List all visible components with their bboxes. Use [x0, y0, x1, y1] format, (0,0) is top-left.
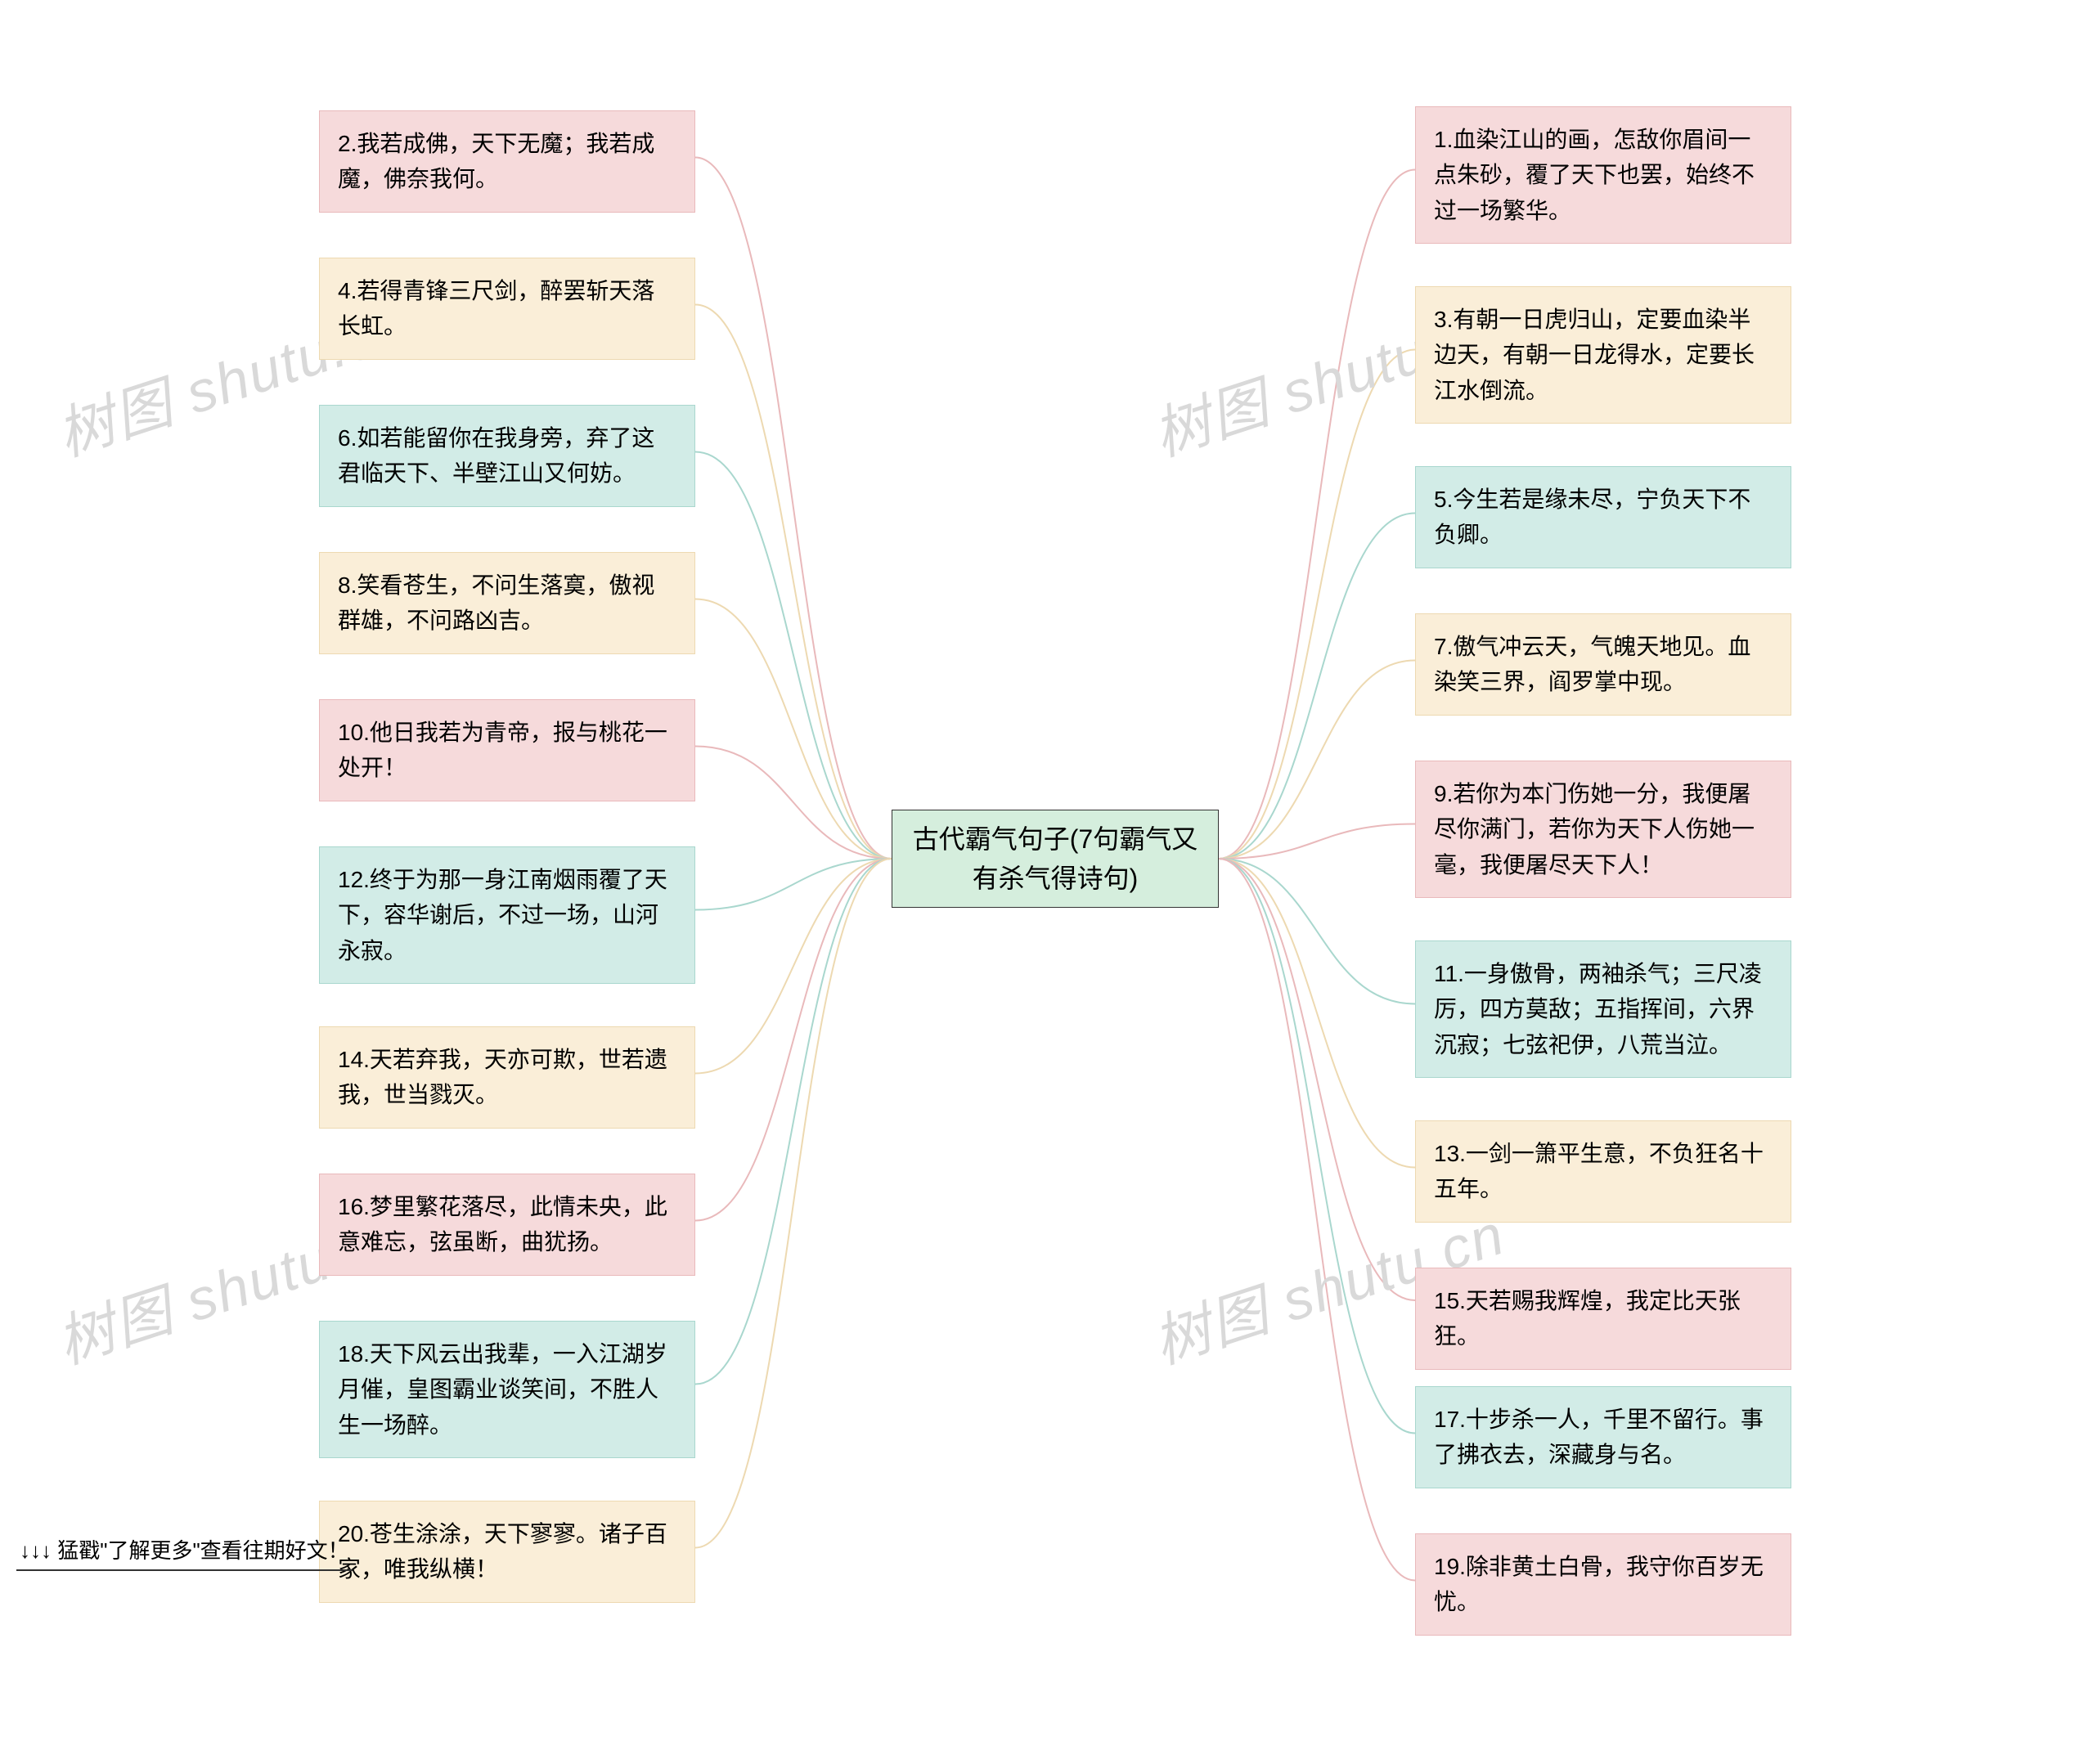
left-node-1[interactable]: 4.若得青锋三尺剑，醉罢斩天落长虹。	[319, 258, 695, 360]
left-node-9[interactable]: 20.苍生涂涂，天下寥寥。诸子百家，唯我纵横！	[319, 1501, 695, 1603]
edge	[1219, 859, 1415, 1300]
left-node-3[interactable]: 8.笑看苍生，不问生落寞，傲视群雄，不问路凶吉。	[319, 552, 695, 654]
right-node-2[interactable]: 5.今生若是缘未尽，宁负天下不负卿。	[1415, 466, 1791, 568]
edge	[695, 305, 892, 860]
right-node-3[interactable]: 7.傲气冲云天，气魄天地见。血染笑三界，阎罗掌中现。	[1415, 613, 1791, 716]
edge	[1219, 859, 1415, 1168]
edge	[695, 158, 892, 860]
right-node-4[interactable]: 9.若你为本门伤她一分，我便屠尽你满门，若你为天下人伤她一毫，我便屠尽天下人！	[1415, 761, 1791, 898]
left-node-0[interactable]: 2.我若成佛，天下无魔；我若成魔，佛奈我何。	[319, 110, 695, 213]
edge	[1219, 661, 1415, 860]
left-node-4[interactable]: 10.他日我若为青帝，报与桃花一处开！	[319, 699, 695, 801]
right-node-0[interactable]: 1.血染江山的画，怎敌你眉间一点朱砂，覆了天下也罢，始终不过一场繁华。	[1415, 106, 1791, 244]
right-node-9[interactable]: 19.除非黄土白骨，我守你百岁无忧。	[1415, 1533, 1791, 1636]
left-node-2[interactable]: 6.如若能留你在我身旁，弃了这君临天下、半壁江山又何妨。	[319, 405, 695, 507]
right-node-6[interactable]: 13.一剑一箫平生意，不负狂名十五年。	[1415, 1120, 1791, 1223]
left-node-7[interactable]: 16.梦里繁花落尽，此情未央，此意难忘，弦虽断，曲犹扬。	[319, 1174, 695, 1276]
right-node-1[interactable]: 3.有朝一日虎归山，定要血染半边天，有朝一日龙得水，定要长江水倒流。	[1415, 286, 1791, 424]
mindmap-canvas: 树图 shutu.cn树图 shutu.cn树图 shutu.cn树图 shut…	[0, 0, 2094, 1764]
edge	[695, 859, 892, 1221]
edge	[1219, 514, 1415, 860]
edge	[1219, 859, 1415, 1434]
edge	[695, 747, 892, 860]
footer-link[interactable]: ↓↓↓ 猛戳"了解更多"查看往期好文！	[16, 1529, 353, 1571]
edge	[695, 599, 892, 860]
edge	[1219, 859, 1415, 1581]
right-node-8[interactable]: 17.十步杀一人，千里不留行。事了拂衣去，深藏身与名。	[1415, 1386, 1791, 1488]
edge	[1219, 350, 1415, 860]
left-node-6[interactable]: 14.天若弃我，天亦可欺，世若遗我，世当戮灭。	[319, 1026, 695, 1129]
edge	[1219, 859, 1415, 1004]
right-node-7[interactable]: 15.天若赐我辉煌，我定比天张狂。	[1415, 1268, 1791, 1370]
center-node[interactable]: 古代霸气句子(7句霸气又 有杀气得诗句)	[892, 810, 1219, 908]
left-node-8[interactable]: 18.天下风云出我辈，一入江湖岁月催，皇图霸业谈笑间，不胜人生一场醉。	[319, 1321, 695, 1458]
edge	[695, 859, 892, 1385]
left-node-5[interactable]: 12.终于为那一身江南烟雨覆了天下，容华谢后，不过一场，山河永寂。	[319, 846, 695, 984]
edge	[695, 859, 892, 1548]
edge	[1219, 170, 1415, 860]
right-node-5[interactable]: 11.一身傲骨，两袖杀气；三尺凌厉，四方莫敌；五指挥间，六界沉寂；七弦祀伊，八荒…	[1415, 940, 1791, 1078]
